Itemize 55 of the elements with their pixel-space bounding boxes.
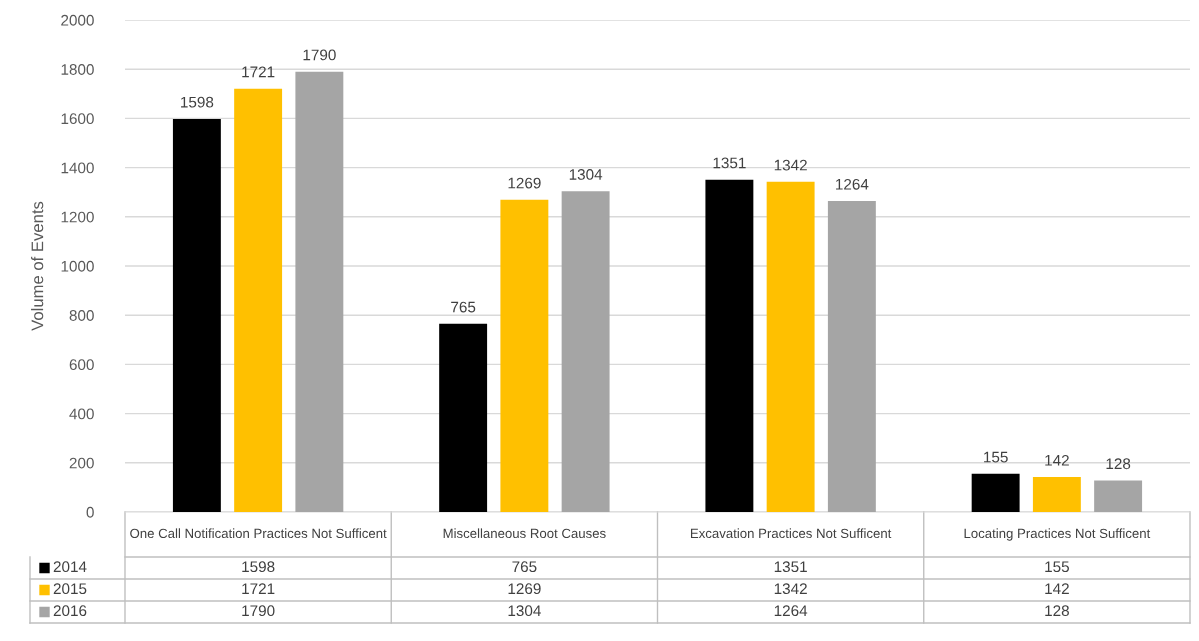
y-tick-label: 0 (86, 506, 94, 518)
bar (971, 473, 1020, 512)
y-tick-label: 600 (69, 359, 94, 371)
text: 1304 (508, 605, 541, 617)
bar (1094, 480, 1143, 512)
text: 1721 (242, 583, 275, 594)
y-tick-label: 800 (69, 310, 94, 321)
text: 142 (1045, 583, 1069, 594)
text: 765 (512, 561, 537, 573)
y-tick-label: 1200 (61, 211, 94, 223)
text: 1598 (242, 561, 275, 573)
bar (172, 118, 221, 512)
data-label: 1264 (836, 178, 869, 190)
data-label: 1790 (303, 49, 336, 61)
x-tick-label: Excavation Practices Not Sufficent (690, 528, 892, 539)
x-tick-label: One Call Notification Practices Not Sufficent (130, 528, 387, 539)
y-tick-label: 1000 (61, 260, 94, 272)
bar (295, 71, 344, 512)
text: 1351 (774, 561, 807, 573)
y-tick-label: 1600 (61, 113, 94, 125)
y-tick-label: 1400 (61, 162, 94, 174)
text: 155 (1045, 561, 1069, 573)
text: 1790 (242, 605, 275, 617)
bar (827, 201, 876, 512)
bar (1032, 477, 1081, 512)
text: 1264 (774, 605, 808, 617)
data-label: 155 (984, 451, 1008, 463)
data-label: 1351 (713, 157, 746, 169)
legend-label: 2014 (53, 561, 87, 573)
bar (705, 179, 754, 512)
data-label: 1342 (774, 159, 807, 171)
bar (561, 191, 610, 512)
bar (500, 199, 549, 512)
y-axis-title: Volume of Events (31, 201, 44, 331)
legend-label: 2015 (53, 583, 87, 595)
y-tick-label: 200 (69, 457, 94, 469)
legend-label: 2016 (53, 605, 87, 617)
y-tick-label: 2000 (61, 14, 94, 26)
data-label: 1304 (569, 169, 603, 180)
bar (766, 181, 815, 512)
data-label: 128 (1106, 458, 1131, 470)
data-label: 1269 (508, 177, 541, 189)
text: 1342 (774, 583, 807, 595)
x-tick-label: Miscellaneous Root Causes (443, 528, 606, 539)
bar (439, 323, 488, 512)
data-label: 765 (451, 301, 476, 313)
y-tick-label: 400 (69, 408, 94, 420)
y-tick-label: 1800 (61, 64, 94, 75)
text: 128 (1045, 605, 1069, 617)
bar (234, 88, 283, 512)
text: 1269 (508, 583, 541, 595)
data-label: 1721 (242, 66, 275, 78)
data-label: 142 (1045, 454, 1069, 466)
x-tick-label: Locating Practices Not Sufficent (964, 528, 1151, 541)
data-label: 1598 (181, 96, 214, 108)
